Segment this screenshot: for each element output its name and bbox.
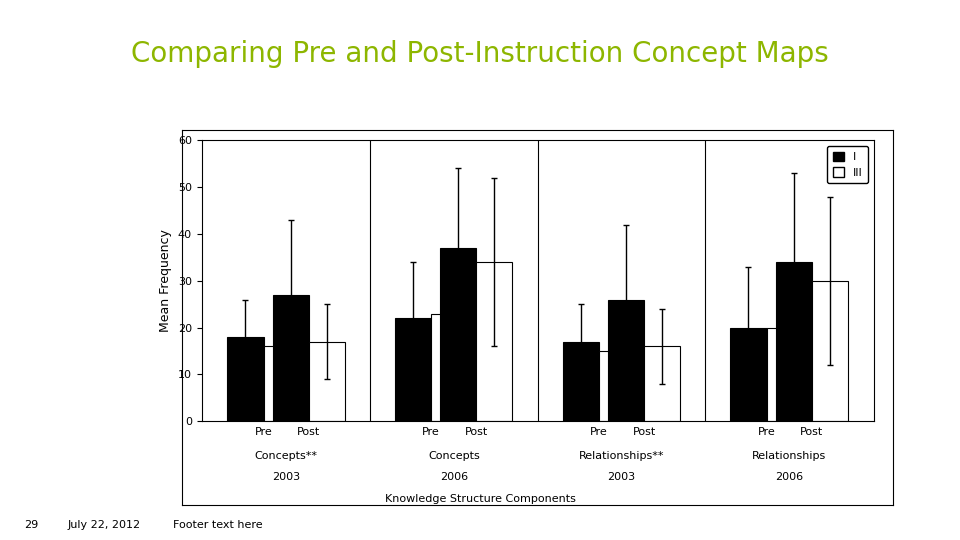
- Bar: [431, 314, 468, 421]
- Bar: [396, 318, 431, 421]
- Text: 29: 29: [24, 520, 38, 530]
- Bar: [644, 346, 680, 421]
- Bar: [766, 328, 803, 421]
- Bar: [228, 337, 263, 421]
- Text: Relationships: Relationships: [752, 451, 827, 461]
- Text: 2003: 2003: [608, 472, 636, 483]
- Bar: [812, 281, 848, 421]
- Y-axis label: Mean Frequency: Mean Frequency: [159, 230, 172, 332]
- Bar: [309, 342, 345, 421]
- Text: Concepts**: Concepts**: [254, 451, 318, 461]
- Bar: [441, 248, 476, 421]
- Text: Comparing Pre and Post-Instruction Concept Maps: Comparing Pre and Post-Instruction Conce…: [132, 40, 828, 68]
- Text: Concepts: Concepts: [428, 451, 480, 461]
- Bar: [273, 295, 309, 421]
- Text: 2003: 2003: [272, 472, 300, 483]
- Text: Knowledge Structure Components: Knowledge Structure Components: [385, 494, 575, 504]
- Text: Footer text here: Footer text here: [173, 520, 262, 530]
- Text: 2006: 2006: [775, 472, 804, 483]
- Bar: [563, 342, 599, 421]
- Text: 2006: 2006: [440, 472, 468, 483]
- Text: Relationships**: Relationships**: [579, 451, 664, 461]
- Bar: [608, 300, 644, 421]
- Legend: I, III: I, III: [828, 146, 868, 183]
- Bar: [263, 346, 300, 421]
- Bar: [776, 262, 812, 421]
- Bar: [599, 351, 635, 421]
- Text: July 22, 2012: July 22, 2012: [67, 520, 140, 530]
- Bar: [476, 262, 513, 421]
- Bar: [731, 328, 766, 421]
